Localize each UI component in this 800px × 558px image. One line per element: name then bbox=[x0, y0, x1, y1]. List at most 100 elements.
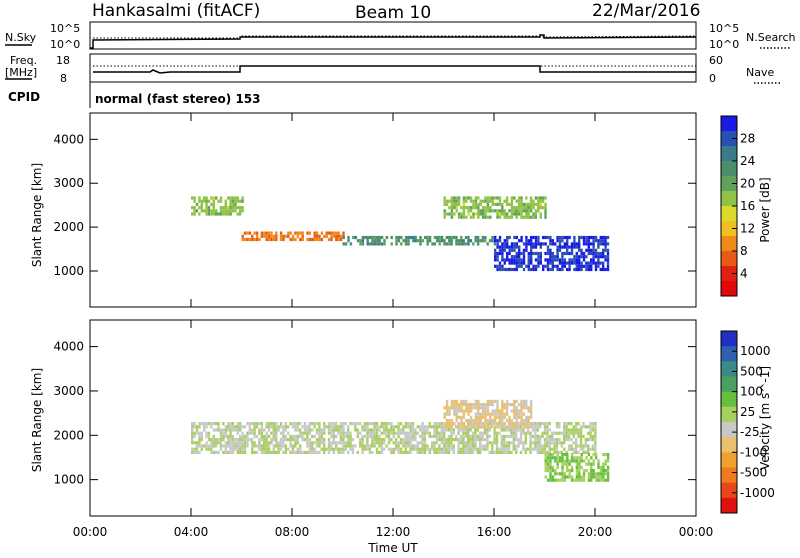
power-data-cell-2 bbox=[479, 239, 482, 243]
velocity-data-cell-0 bbox=[517, 441, 520, 445]
velocity-data-cell-0 bbox=[347, 425, 350, 429]
power-data-cell-4 bbox=[472, 206, 475, 210]
power-data-cell-3 bbox=[587, 235, 590, 240]
power-data-cell-3 bbox=[537, 258, 540, 262]
velocity-data-cell-0 bbox=[306, 444, 309, 448]
velocity-data-cell-0 bbox=[296, 425, 299, 429]
velocity-data-cell-0 bbox=[582, 447, 585, 451]
power-data-cell-2 bbox=[481, 239, 485, 243]
velocity-data-cell-2 bbox=[554, 478, 557, 482]
velocity-data-cell-0 bbox=[440, 441, 443, 445]
power-data-cell-3 bbox=[592, 235, 595, 240]
velocity-data-cell-1 bbox=[486, 403, 490, 407]
power-data-cell-0 bbox=[241, 206, 244, 210]
power-data-cell-4 bbox=[520, 202, 523, 206]
velocity-data-cell-2 bbox=[599, 465, 603, 469]
velocity-data-cell-0 bbox=[390, 425, 393, 429]
velocity-data-cell-0 bbox=[291, 438, 295, 442]
velocity-data-cell-2 bbox=[558, 459, 562, 463]
velocity-data-cell-0 bbox=[565, 428, 568, 432]
velocity-data-cell-0 bbox=[543, 425, 547, 429]
power-data-cell-3 bbox=[539, 242, 542, 246]
velocity-data-cell-0 bbox=[459, 434, 463, 438]
power-data-cell-3 bbox=[508, 245, 511, 249]
velocity-data-cell-0 bbox=[368, 450, 371, 454]
power-data-cell-3 bbox=[515, 267, 518, 272]
velocity-data-cell-0 bbox=[438, 450, 441, 454]
power-data-cell-4 bbox=[503, 215, 506, 219]
velocity-data-cell-0 bbox=[267, 434, 271, 438]
velocity-data-cell-0 bbox=[452, 450, 455, 454]
velocity-data-cell-0 bbox=[205, 434, 208, 438]
power-data-cell-1 bbox=[282, 237, 285, 242]
velocity-data-cell-0 bbox=[579, 441, 583, 445]
velocity-data-cell-1 bbox=[469, 409, 473, 413]
velocity-data-cell-1 bbox=[522, 412, 526, 416]
power-data-cell-1 bbox=[299, 231, 302, 235]
velocity-data-cell-1 bbox=[525, 419, 528, 423]
power-data-cell-4 bbox=[498, 199, 502, 203]
power-data-cell-0 bbox=[212, 212, 215, 216]
velocity-data-cell-0 bbox=[536, 428, 539, 432]
velocity-data-cell-0 bbox=[212, 428, 215, 432]
power-data-cell-0 bbox=[229, 206, 232, 210]
velocity-data-cell-2 bbox=[563, 478, 567, 482]
velocity-data-cell-0 bbox=[577, 431, 580, 435]
velocity-data-cell-1 bbox=[477, 425, 480, 429]
power-data-cell-2 bbox=[450, 239, 453, 243]
velocity-data-cell-0 bbox=[260, 425, 263, 429]
velocity-data-cell-0 bbox=[313, 425, 316, 429]
power-data-cell-2 bbox=[460, 242, 463, 246]
velocity-data-cell-0 bbox=[303, 422, 307, 426]
velocity-data-cell-0 bbox=[356, 428, 359, 432]
power-data-cell-2 bbox=[419, 235, 422, 240]
velocity-data-cell-1 bbox=[515, 412, 518, 416]
velocity-data-cell-2 bbox=[561, 453, 564, 457]
velocity-data-cell-0 bbox=[219, 441, 223, 445]
velocity-data-cell-0 bbox=[536, 434, 539, 438]
velocity-data-cell-0 bbox=[390, 438, 393, 442]
power-data-cell-4 bbox=[479, 209, 482, 213]
power-data-cell-4 bbox=[501, 209, 504, 213]
velocity-data-cell-0 bbox=[435, 447, 439, 451]
power-data-cell-3 bbox=[503, 245, 506, 249]
velocity-data-cell-2 bbox=[566, 459, 569, 463]
velocity-data-cell-0 bbox=[277, 425, 280, 429]
velocity-data-cell-1 bbox=[527, 409, 530, 413]
velocity-data-cell-0 bbox=[469, 444, 472, 448]
x-axis-ticks: 00:00 04:00 08:00 12:00 16:00 20:00 00:00 bbox=[73, 113, 713, 539]
velocity-data-cell-0 bbox=[347, 438, 350, 442]
power-data-cell-3 bbox=[494, 264, 497, 268]
velocity-data-cell-1 bbox=[498, 425, 502, 429]
velocity-data-cell-0 bbox=[546, 425, 549, 429]
velocity-data-cell-2 bbox=[592, 475, 595, 479]
velocity-data-cell-0 bbox=[203, 428, 206, 432]
velocity-data-cell-0 bbox=[409, 428, 412, 432]
power-data-cell-3 bbox=[594, 235, 598, 240]
velocity-data-cell-0 bbox=[421, 438, 424, 442]
velocity-data-cell-0 bbox=[311, 444, 314, 448]
velocity-data-cell-2 bbox=[554, 469, 557, 473]
power-data-cell-1 bbox=[308, 237, 312, 242]
power-data-cell-1 bbox=[330, 231, 333, 235]
velocity-data-cell-1 bbox=[474, 403, 478, 407]
velocity-data-cell-1 bbox=[517, 409, 521, 413]
velocity-data-cell-0 bbox=[275, 444, 278, 448]
velocity-data-cell-1 bbox=[527, 425, 530, 429]
velocity-data-cell-1 bbox=[481, 406, 485, 410]
power-data-cell-1 bbox=[332, 234, 336, 238]
power-data-cell-3 bbox=[568, 261, 571, 265]
velocity-data-cell-0 bbox=[210, 441, 213, 445]
velocity-data-cell-1 bbox=[453, 406, 456, 410]
power-colorbar-tick-label: 24 bbox=[740, 154, 755, 168]
velocity-data-cell-0 bbox=[567, 422, 571, 426]
power-data-cell-3 bbox=[532, 264, 535, 268]
velocity-data-cell-0 bbox=[539, 438, 542, 442]
velocity-data-cell-0 bbox=[267, 428, 271, 432]
velocity-data-cell-1 bbox=[484, 422, 487, 426]
velocity-data-cell-0 bbox=[486, 434, 489, 438]
velocity-data-cell-0 bbox=[467, 422, 470, 426]
power-data-cell-3 bbox=[520, 258, 523, 262]
velocity-data-cell-0 bbox=[306, 425, 309, 429]
